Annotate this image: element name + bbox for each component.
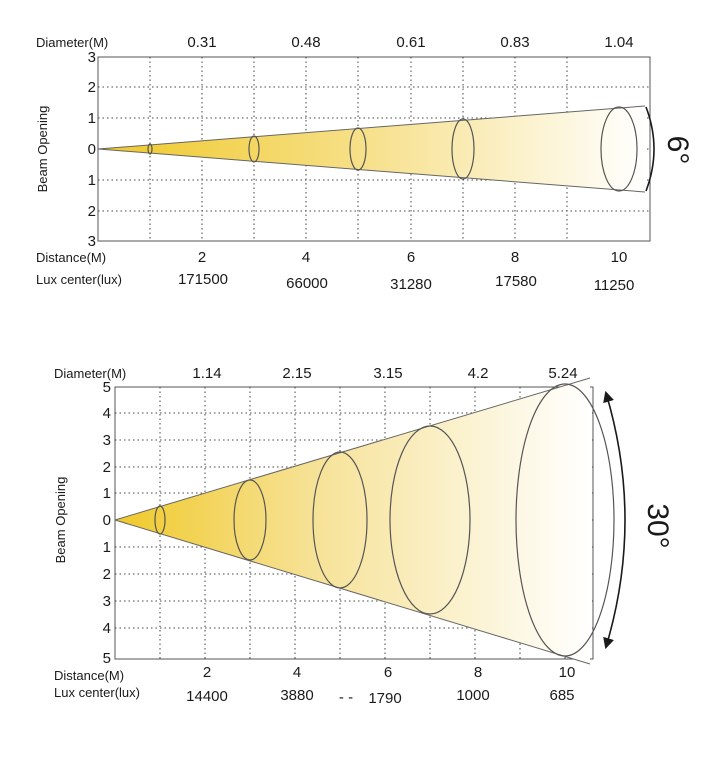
beam-edge-top: [97, 105, 646, 150]
diameter-value: 0.31: [187, 34, 216, 51]
lux-value: 1790: [368, 690, 401, 707]
lux-value: 17580: [495, 273, 537, 290]
beam-sections: [154, 383, 615, 657]
beam-diagram-2: Diameter(M) 1.14 2.15 3.15 4.2 5.24: [53, 365, 674, 707]
y-tick: 3: [88, 49, 96, 66]
lux-values: 171500 66000 31280 17580 11250: [178, 271, 634, 294]
lux-value: 685: [549, 687, 574, 704]
lux-value: 11250: [594, 277, 635, 294]
y-tick: 5: [103, 379, 111, 396]
distance-values: 2 4 6 8 10: [203, 664, 576, 681]
lux-label: Lux center(lux): [54, 685, 140, 700]
beam-section: [248, 135, 260, 163]
y-axis-label: Beam Opening: [53, 477, 68, 564]
beam-section: [312, 451, 368, 589]
diameter-value: 3.15: [373, 365, 402, 382]
distance-value: 2: [203, 664, 211, 681]
y-tick: 3: [88, 233, 96, 250]
y-axis-label: Beam Opening: [35, 106, 50, 193]
beam-diagram-1: Diameter(M) 0.31 0.48 0.61 0.83 1.04: [35, 34, 694, 294]
y-tick: 3: [103, 593, 111, 610]
lux-value: 31280: [390, 276, 432, 293]
lux-value: 3880: [280, 687, 313, 704]
beam-section: [349, 127, 367, 171]
y-tick: 1: [88, 110, 96, 127]
beam-edge-bottom: [97, 148, 646, 193]
y-tick: 4: [103, 405, 111, 422]
lux-value: 171500: [178, 271, 228, 288]
distance-value: 8: [474, 664, 482, 681]
beam-angle: 30°: [641, 503, 674, 548]
diameter-value: 5.24: [548, 365, 577, 382]
y-tick: 3: [103, 432, 111, 449]
lux-value: 66000: [286, 275, 328, 292]
diameter-value: 1.04: [604, 34, 633, 51]
y-tick: 1: [103, 485, 111, 502]
beam-section: [233, 479, 267, 561]
diameter-values: 0.31 0.48 0.61 0.83 1.04: [187, 34, 633, 51]
beam-section: [451, 118, 475, 180]
beam-section: [389, 425, 471, 615]
angle-arc: [645, 106, 655, 192]
distance-value: 2: [198, 249, 206, 266]
beam-angle: 6°: [661, 136, 694, 165]
beam-edge-bottom: [114, 519, 591, 665]
distance-value: 6: [407, 249, 415, 266]
y-tick: 5: [103, 650, 111, 667]
distance-value: 4: [302, 249, 310, 266]
distance-value: 10: [611, 249, 628, 266]
beam-section: [600, 106, 638, 192]
diameter-label: Diameter(M): [36, 35, 108, 50]
diameter-value: 0.83: [500, 34, 529, 51]
beam-cone: [115, 378, 590, 664]
distance-label: Distance(M): [36, 250, 106, 265]
y-tick: 2: [103, 459, 111, 476]
y-tick: 2: [103, 566, 111, 583]
distance-value: 10: [559, 664, 576, 681]
y-tick: 4: [103, 620, 111, 637]
lux-values: 14400 3880 - - 1790 1000 685: [186, 687, 574, 707]
lux-prefix-mark: - -: [339, 689, 353, 706]
beam-section: [515, 383, 615, 657]
diameter-value: 2.15: [282, 365, 311, 382]
y-tick: 1: [103, 539, 111, 556]
diameter-value: 4.2: [468, 365, 489, 382]
distance-value: 6: [384, 664, 392, 681]
diameter-value: 0.48: [291, 34, 320, 51]
y-tick: 0: [88, 141, 96, 158]
diameter-value: 0.61: [396, 34, 425, 51]
beam-cone: [98, 106, 645, 192]
lux-value: 14400: [186, 688, 228, 705]
distance-value: 8: [511, 249, 519, 266]
beam-section: [147, 143, 153, 155]
diameter-values: 1.14 2.15 3.15 4.2 5.24: [192, 365, 577, 382]
y-tick: 0: [103, 512, 111, 529]
y-ticks: 3 2 1 0 1 2 3: [88, 49, 96, 250]
beam-sections: [147, 106, 638, 192]
y-tick: 1: [88, 172, 96, 189]
distance-values: 2 4 6 8 10: [198, 249, 628, 266]
distance-value: 4: [293, 664, 301, 681]
beam-edge-top: [114, 377, 591, 521]
lux-label: Lux center(lux): [36, 272, 122, 287]
y-ticks: 5 4 3 2 1 0 1 2 3 4 5: [103, 379, 111, 667]
beam-section: [154, 505, 166, 535]
diameter-label: Diameter(M): [54, 366, 126, 381]
y-tick: 2: [88, 203, 96, 220]
diameter-value: 1.14: [192, 365, 221, 382]
angle-arrow: [603, 390, 626, 650]
y-tick: 2: [88, 79, 96, 96]
distance-label: Distance(M): [54, 668, 124, 683]
plot-frame: [114, 386, 594, 660]
lux-value: 1000: [456, 687, 489, 704]
